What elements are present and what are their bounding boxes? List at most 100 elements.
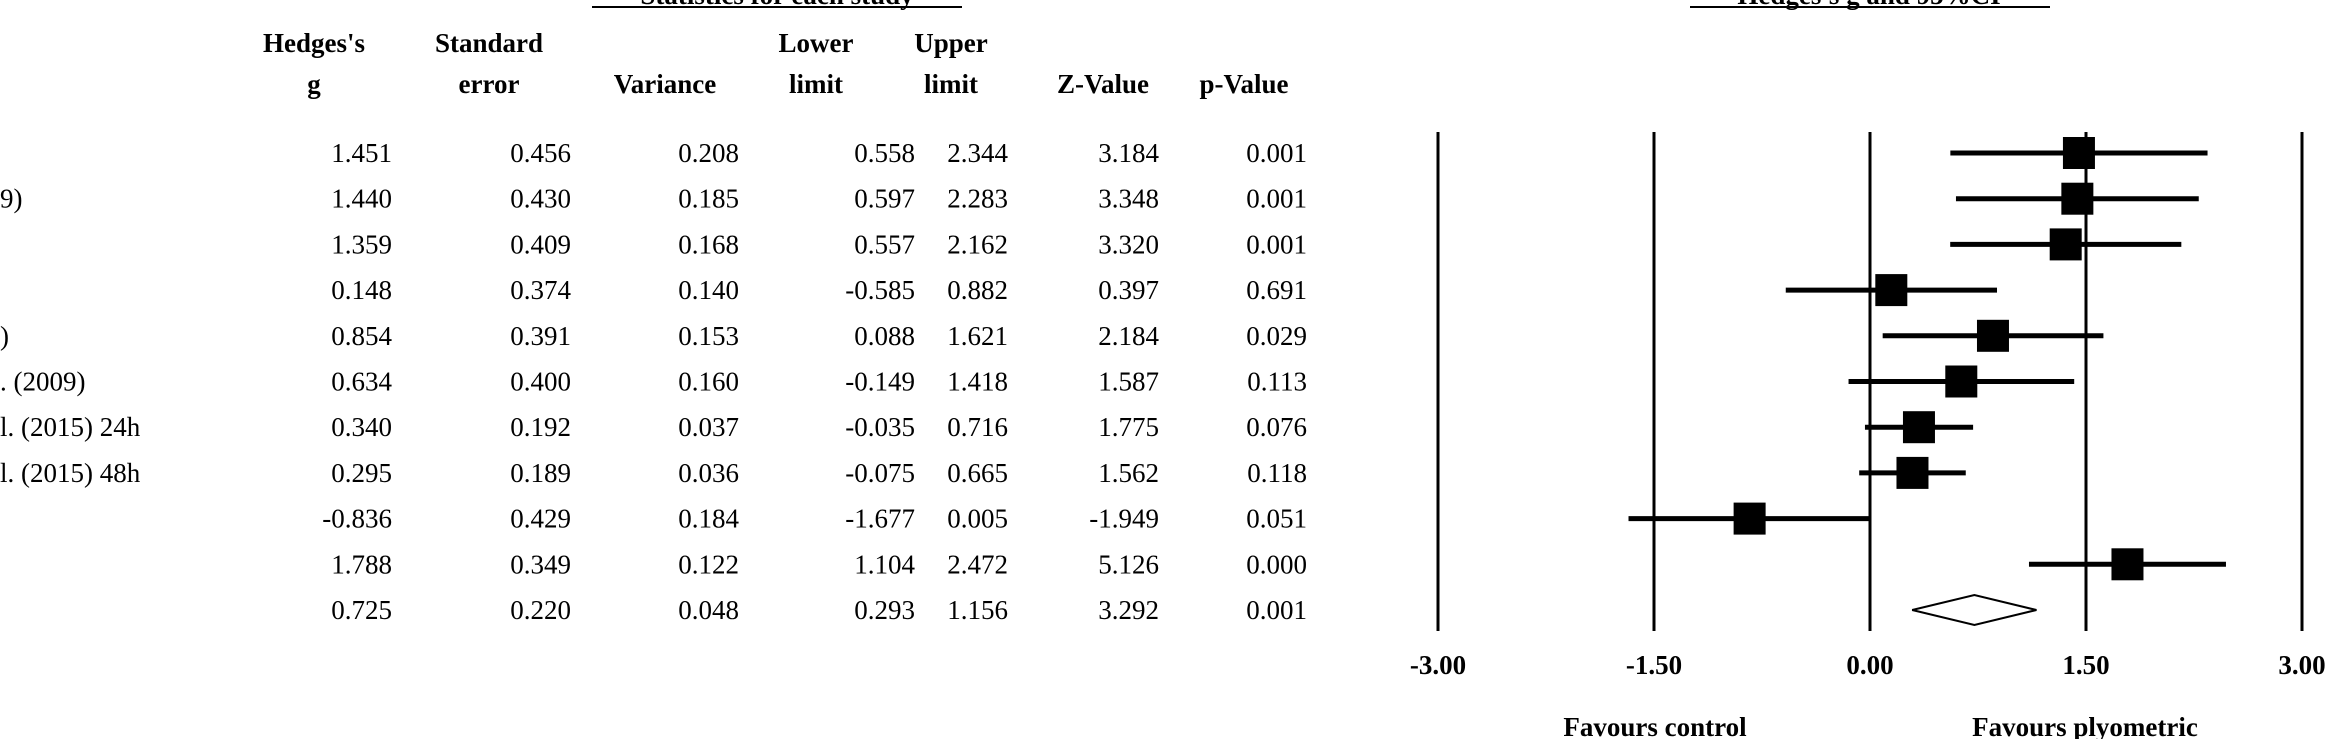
table-cell: 1.587 xyxy=(1098,367,1159,397)
column-header: Upper xyxy=(914,28,988,58)
column-header: limit xyxy=(924,69,978,99)
table-cell: 0.168 xyxy=(678,229,739,259)
table-cell: 2.344 xyxy=(947,138,1008,168)
table-cell: 1.562 xyxy=(1098,458,1159,488)
table-cell: 0.000 xyxy=(1246,549,1307,579)
table-cell: 5.126 xyxy=(1098,549,1159,579)
table-cell: 0.634 xyxy=(331,367,392,397)
table-cell: 3.292 xyxy=(1098,595,1159,625)
table-cell: 1.788 xyxy=(331,549,392,579)
table-cell: 0.051 xyxy=(1246,504,1307,534)
effect-square xyxy=(2049,228,2082,261)
table-cell: 2.162 xyxy=(947,229,1008,259)
table-cell: 0.001 xyxy=(1246,184,1307,214)
column-header: Z-Value xyxy=(1057,69,1149,99)
x-tick-label: -1.50 xyxy=(1626,650,1682,680)
x-tick-label: 1.50 xyxy=(2062,650,2109,680)
table-cell: 0.349 xyxy=(510,549,571,579)
table-cell: 0.557 xyxy=(854,229,915,259)
table-cell: 0.148 xyxy=(331,275,392,305)
table-cell: 0.005 xyxy=(947,504,1008,534)
summary-diamond xyxy=(1911,593,2037,627)
table-cell: 0.429 xyxy=(510,504,571,534)
column-header: p-Value xyxy=(1199,69,1288,99)
table-cell: 0.048 xyxy=(678,595,739,625)
table-cell: 0.140 xyxy=(678,275,739,305)
plot-title: Hedges's g and 95%CI xyxy=(1737,0,2000,10)
effect-square xyxy=(2062,137,2095,169)
table-cell: 0.118 xyxy=(1247,458,1307,488)
effect-square xyxy=(1875,274,1908,307)
table-cell: 0.725 xyxy=(331,595,392,625)
table-cell: 0.716 xyxy=(947,412,1008,442)
effect-square xyxy=(1976,319,2009,352)
table-cell: 0.391 xyxy=(510,321,571,351)
table-cell: 0.340 xyxy=(331,412,392,442)
effect-square xyxy=(1896,456,1929,489)
column-header: error xyxy=(459,69,520,99)
table-cell: 0.192 xyxy=(510,412,571,442)
table-cell: 0.153 xyxy=(678,321,739,351)
table-cell: 0.854 xyxy=(331,321,392,351)
table-cell: -0.035 xyxy=(845,412,915,442)
table-cell: 1.621 xyxy=(947,321,1008,351)
column-header: limit xyxy=(789,69,843,99)
table-cell: 2.283 xyxy=(947,184,1008,214)
column-header: g xyxy=(307,69,321,99)
table-cell: 0.088 xyxy=(854,321,915,351)
table-cell: 3.184 xyxy=(1098,138,1159,168)
table-cell: 0.430 xyxy=(510,184,571,214)
table-cell: 0.160 xyxy=(678,367,739,397)
table-cell: 0.409 xyxy=(510,229,571,259)
table-cell: 0.189 xyxy=(510,458,571,488)
table-cell: 0.691 xyxy=(1246,275,1307,305)
table-cell: 0.185 xyxy=(678,184,739,214)
table-cell: -1.677 xyxy=(845,504,915,534)
right-label: Favours plyometric xyxy=(1972,712,2198,739)
table-cell: 0.220 xyxy=(510,595,571,625)
table-title: Statistics for each study xyxy=(640,0,914,10)
table-cell: 1.104 xyxy=(854,549,915,579)
table-cell: 1.418 xyxy=(947,367,1008,397)
column-header: Standard xyxy=(435,28,543,58)
table-cell: -0.149 xyxy=(845,367,915,397)
column-header: Lower xyxy=(779,28,854,58)
column-header: Hedges's xyxy=(263,28,365,58)
effect-square xyxy=(1733,502,1766,535)
table-cell: 0.001 xyxy=(1246,229,1307,259)
table-cell: 0.558 xyxy=(854,138,915,168)
table-cell: 0.397 xyxy=(1098,275,1159,305)
table-cell: 0.122 xyxy=(678,549,739,579)
left-label: Favours control xyxy=(1563,712,1747,739)
table-cell: -0.075 xyxy=(845,458,915,488)
table-cell: 0.295 xyxy=(331,458,392,488)
table-cell: 2.472 xyxy=(947,549,1008,579)
effect-square xyxy=(2111,548,2144,581)
effect-square xyxy=(1945,365,1978,398)
x-tick-label: -3.00 xyxy=(1410,650,1466,680)
table-cell: 0.208 xyxy=(678,138,739,168)
x-tick-label: 0.00 xyxy=(1846,650,1893,680)
table-cell: 0.037 xyxy=(678,412,739,442)
table-cell: 0.036 xyxy=(678,458,739,488)
effect-square xyxy=(1902,411,1935,444)
table-cell: 3.320 xyxy=(1098,229,1159,259)
study-label: l. (2015) 48h xyxy=(0,458,141,488)
table-cell: -0.585 xyxy=(845,275,915,305)
table-cell: 3.348 xyxy=(1098,184,1159,214)
study-label: l. (2015) 24h xyxy=(0,412,141,442)
table-cell: 0.001 xyxy=(1246,595,1307,625)
table-cell: 1.775 xyxy=(1098,412,1159,442)
table-cell: 0.665 xyxy=(947,458,1008,488)
x-tick-label: 3.00 xyxy=(2278,650,2325,680)
table-cell: 0.184 xyxy=(678,504,739,534)
effect-square xyxy=(2061,182,2094,215)
table-cell: 0.076 xyxy=(1246,412,1307,442)
table-cell: 1.156 xyxy=(947,595,1008,625)
table-cell: 0.400 xyxy=(510,367,571,397)
table-cell: 0.029 xyxy=(1246,321,1307,351)
column-header: Variance xyxy=(614,69,717,99)
table-cell: -0.836 xyxy=(322,504,392,534)
table-cell: 0.293 xyxy=(854,595,915,625)
